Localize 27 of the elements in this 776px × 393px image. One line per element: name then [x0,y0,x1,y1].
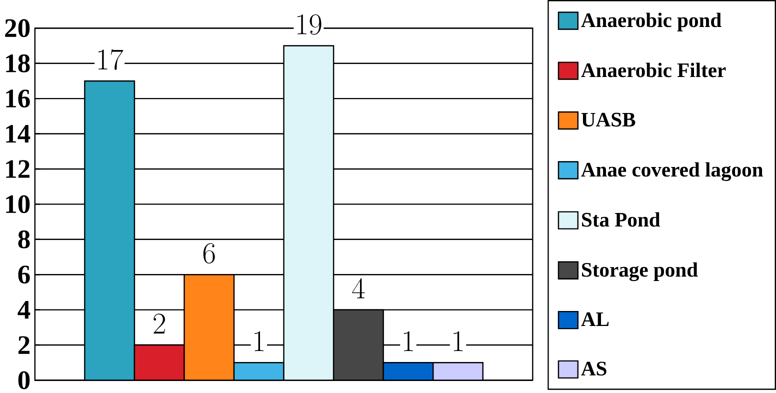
y-tick-label: 4 [18,300,30,318]
y-tick-label: 16 [6,90,30,108]
y-tick-label: 6 [18,266,30,284]
data-label: 1 [404,331,413,351]
data-label: 19 [297,14,322,35]
y-tick-label: 18 [6,54,30,72]
y-tick-label: 10 [6,195,30,214]
data-label: 6 [203,243,215,264]
data-label: 1 [254,331,264,351]
legend-label: Sta Pond [582,212,660,227]
data-label: 17 [98,48,124,70]
legend-label: AL [581,312,609,326]
y-tick-label: 12 [6,160,30,178]
legend-label: UASB [581,112,636,127]
y-tick-label: 0 [18,371,30,390]
y-tick-label: 20 [5,19,30,38]
data-label: 1 [454,331,463,351]
y-tick-label: 14 [6,124,30,142]
legend-label: Anae covered lagoon [581,162,763,181]
data-label: 4 [352,278,365,298]
legend-label: Anaerobic pond [581,12,722,32]
data-label: 2 [154,314,165,334]
legend-label: Anaerobic Filter [581,62,726,78]
legend-label: Storage pond [582,262,698,282]
y-tick-label: 8 [18,230,30,248]
legend-label: AS [581,362,606,376]
y-tick-label: 2 [18,336,30,354]
